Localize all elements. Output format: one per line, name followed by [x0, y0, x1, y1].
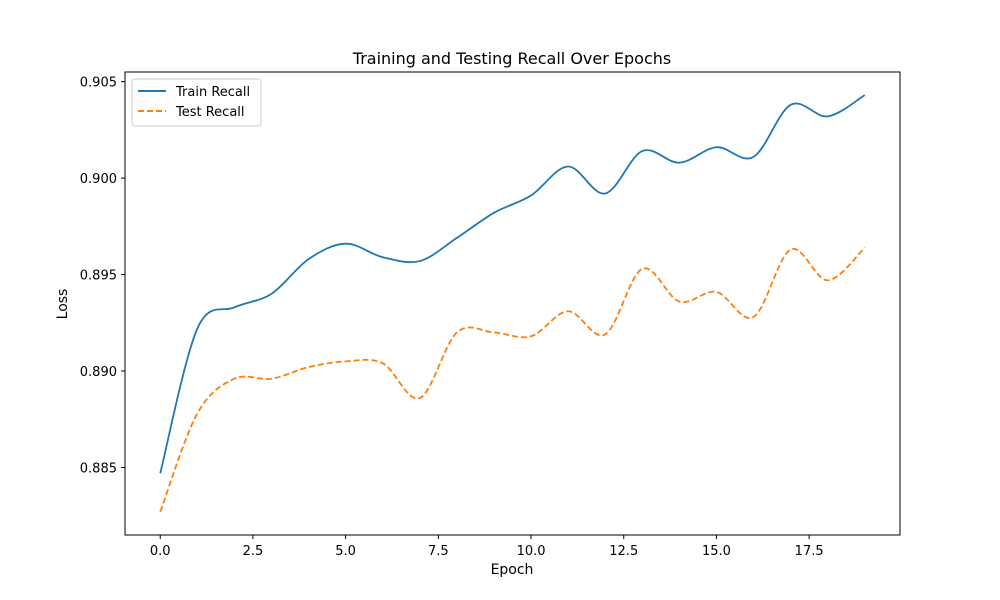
legend-train-label: Train Recall — [175, 85, 250, 100]
y-tick-label: 0.890 — [80, 365, 117, 380]
x-axis-title: Epoch — [491, 562, 534, 578]
y-axis-title: Loss — [55, 289, 71, 320]
series-layer — [159, 94, 866, 513]
legend-test-label: Test Recall — [175, 105, 245, 120]
x-tick-label: 12.5 — [609, 544, 638, 559]
plot-frame — [124, 71, 901, 536]
y-tick-label: 0.885 — [80, 461, 117, 476]
chart-title: Training and Testing Recall Over Epochs — [352, 49, 671, 68]
x-axis-ticks: 0.0 2.5 5.0 7.5 10.0 12.5 15.0 17.5 — [150, 535, 824, 559]
legend: Train Recall Test Recall — [131, 78, 262, 127]
x-tick-label: 15.0 — [702, 544, 731, 559]
train-recall-line — [159, 94, 866, 474]
y-tick-label: 0.905 — [80, 76, 117, 91]
x-tick-label: 0.0 — [150, 544, 171, 559]
y-axis-ticks: 0.885 0.890 0.895 0.900 0.905 — [80, 76, 125, 476]
x-tick-label: 10.0 — [517, 544, 546, 559]
y-tick-label: 0.900 — [80, 172, 117, 187]
test-recall-line — [159, 246, 866, 513]
x-tick-label: 2.5 — [243, 544, 264, 559]
x-tick-label: 17.5 — [795, 544, 824, 559]
x-tick-label: 7.5 — [428, 544, 449, 559]
y-tick-label: 0.895 — [80, 269, 117, 284]
x-tick-label: 5.0 — [335, 544, 356, 559]
